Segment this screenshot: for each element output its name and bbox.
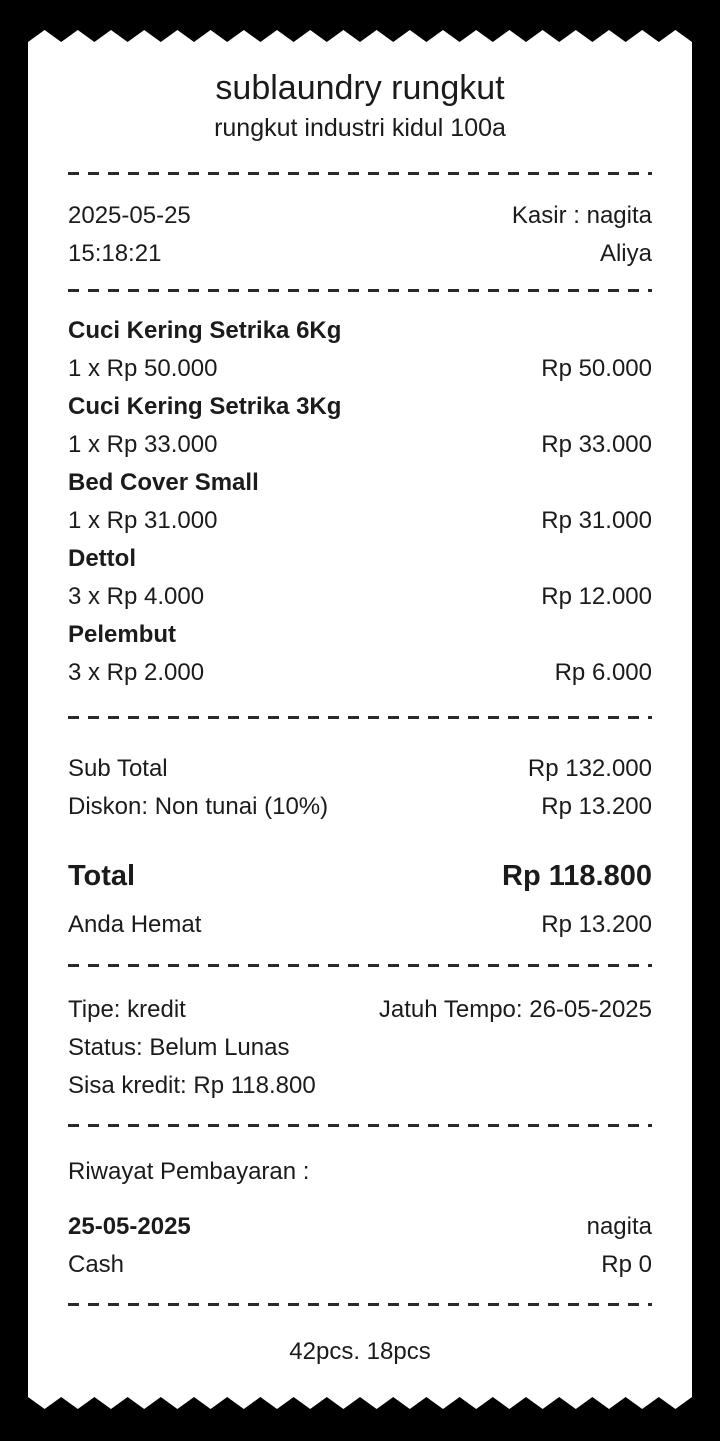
cashier-name-line2: Aliya: [599, 240, 652, 267]
total-label: Total: [68, 860, 136, 892]
dashed-divider: [68, 172, 652, 175]
subtotal-value: Rp 132.000: [527, 755, 652, 782]
item-name: Cuci Kering Setrika 3Kg: [68, 393, 342, 420]
item-qty-price: 1 x Rp 31.000: [68, 507, 218, 534]
store-name: sublaundry rungkut: [215, 69, 505, 107]
line-item: Dettol 3 x Rp 4.000 Rp 12.000: [68, 540, 652, 616]
line-item: Cuci Kering Setrika 6Kg 1 x Rp 50.000 Rp…: [68, 312, 652, 388]
summary: Sub Total Rp 132.000 Diskon: Non tunai (…: [68, 750, 652, 944]
receipt-paper: sublaundry rungkut rungkut industri kidu…: [28, 42, 692, 1397]
credit-due-date: Jatuh Tempo: 26-05-2025: [378, 996, 652, 1023]
pieces-summary: 42pcs. 18pcs: [289, 1338, 431, 1365]
payment-date: 25-05-2025: [68, 1213, 191, 1240]
item-name: Cuci Kering Setrika 6Kg: [68, 317, 342, 344]
total-value: Rp 118.800: [502, 860, 652, 892]
line-items: Cuci Kering Setrika 6Kg 1 x Rp 50.000 Rp…: [68, 312, 652, 692]
dashed-divider: [68, 289, 652, 292]
cashier-name: Kasir : nagita: [511, 202, 652, 229]
receipt-torn-edge-bottom: [28, 1397, 692, 1409]
item-name: Pelembut: [68, 621, 177, 648]
discount-value: Rp 13.200: [541, 793, 652, 820]
item-qty-price: 1 x Rp 50.000: [68, 355, 218, 382]
item-amount: Rp 31.000: [541, 507, 652, 534]
store-address: rungkut industri kidul 100a: [214, 114, 506, 142]
credit-info: Tipe: kredit Jatuh Tempo: 26-05-2025 Sta…: [68, 991, 652, 1105]
item-amount: Rp 12.000: [541, 583, 652, 610]
receipt: sublaundry rungkut rungkut industri kidu…: [28, 30, 692, 1409]
item-amount: Rp 33.000: [541, 431, 652, 458]
receipt-torn-edge-top: [28, 30, 692, 42]
credit-status: Status: Belum Lunas: [68, 1034, 290, 1061]
dashed-divider: [68, 1303, 652, 1306]
payment-by: nagita: [586, 1213, 652, 1240]
item-name: Dettol: [68, 545, 136, 572]
dashed-divider: [68, 1124, 652, 1127]
item-qty-price: 1 x Rp 33.000: [68, 431, 218, 458]
item-amount: Rp 50.000: [541, 355, 652, 382]
line-item: Pelembut 3 x Rp 2.000 Rp 6.000: [68, 616, 652, 692]
payment-method: Cash: [68, 1251, 125, 1278]
receipt-time: 15:18:21: [68, 240, 162, 267]
line-item: Bed Cover Small 1 x Rp 31.000 Rp 31.000: [68, 464, 652, 540]
payment-history-entry: 25-05-2025 nagita Cash Rp 0: [68, 1208, 652, 1284]
payment-history-title: Riwayat Pembayaran :: [68, 1158, 310, 1185]
credit-type: Tipe: kredit: [68, 996, 186, 1023]
subtotal-label: Sub Total: [68, 755, 168, 782]
dashed-divider: [68, 716, 652, 719]
savings-value: Rp 13.200: [541, 911, 652, 938]
item-amount: Rp 6.000: [554, 659, 652, 686]
line-item: Cuci Kering Setrika 3Kg 1 x Rp 33.000 Rp…: [68, 388, 652, 464]
dashed-divider: [68, 964, 652, 967]
credit-remaining: Sisa kredit: Rp 118.800: [68, 1072, 316, 1099]
payment-amount: Rp 0: [601, 1251, 652, 1278]
discount-label: Diskon: Non tunai (10%): [68, 793, 329, 820]
item-qty-price: 3 x Rp 4.000: [68, 583, 205, 610]
receipt-meta: 2025-05-25 Kasir : nagita 15:18:21 Aliya: [68, 197, 652, 273]
receipt-date: 2025-05-25: [68, 202, 191, 229]
item-name: Bed Cover Small: [68, 469, 259, 496]
item-qty-price: 3 x Rp 2.000: [68, 659, 205, 686]
savings-label: Anda Hemat: [68, 911, 202, 938]
